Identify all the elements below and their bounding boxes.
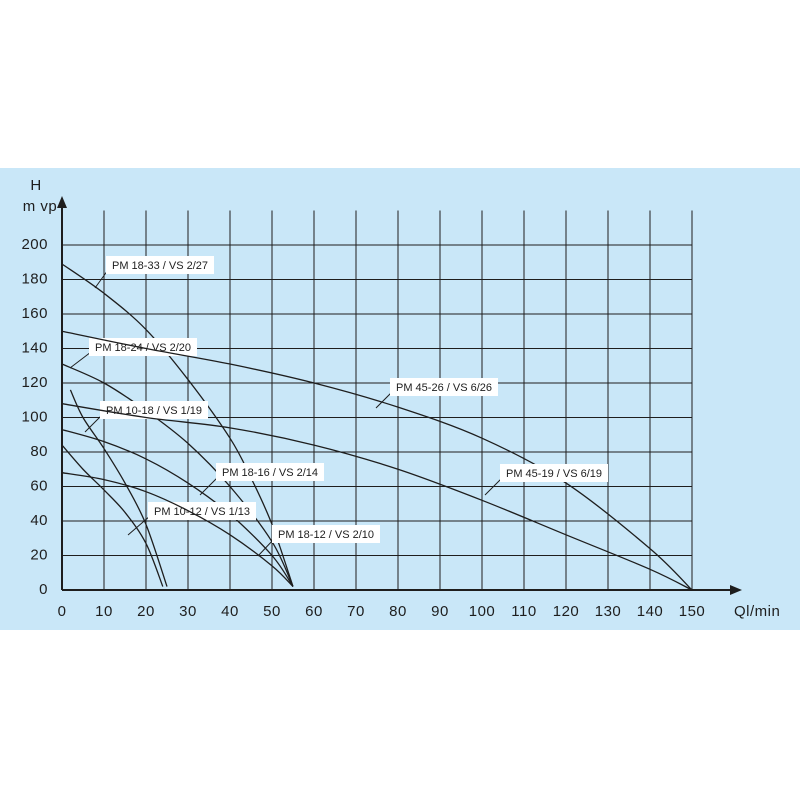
x-tick-label: 80 bbox=[389, 603, 407, 620]
label-leader bbox=[199, 476, 219, 496]
y-tick-label: 60 bbox=[30, 477, 48, 494]
label-leader bbox=[375, 391, 393, 409]
x-tick-label: 0 bbox=[58, 603, 67, 620]
label-leader bbox=[127, 515, 151, 536]
series-label: PM 18-12 / VS 2/10 bbox=[278, 529, 374, 541]
curve bbox=[61, 330, 693, 591]
y-tick-label: 40 bbox=[30, 512, 48, 529]
series-label: PM 10-12 / VS 1/13 bbox=[154, 506, 250, 518]
series-label: PM 18-16 / VS 2/14 bbox=[222, 467, 318, 479]
x-axis-arrow bbox=[730, 585, 742, 595]
x-tick-label: 60 bbox=[305, 603, 323, 620]
series-label: PM 45-19 / VS 6/19 bbox=[506, 468, 602, 480]
y-axis-label: H bbox=[30, 177, 41, 194]
x-tick-label: 110 bbox=[511, 603, 536, 620]
y-tick-label: 200 bbox=[21, 236, 48, 253]
y-tick-label: 0 bbox=[39, 581, 48, 598]
y-tick-label: 120 bbox=[21, 374, 48, 391]
y-tick-label: 160 bbox=[21, 305, 48, 322]
x-tick-label: 90 bbox=[431, 603, 449, 620]
curve bbox=[61, 444, 164, 587]
x-tick-label: 100 bbox=[469, 603, 496, 620]
label-box bbox=[390, 378, 498, 396]
x-tick-label: 30 bbox=[179, 603, 197, 620]
y-axis-unit: m vp bbox=[23, 198, 58, 215]
label-box bbox=[272, 525, 380, 543]
curve bbox=[61, 472, 294, 588]
x-tick-label: 40 bbox=[221, 603, 239, 620]
chart-background bbox=[0, 168, 800, 630]
curve bbox=[61, 403, 693, 591]
y-axis-arrow bbox=[57, 196, 67, 208]
y-tick-label: 180 bbox=[21, 270, 48, 287]
x-tick-label: 140 bbox=[637, 603, 664, 620]
x-tick-label: 150 bbox=[679, 603, 706, 620]
series-label: PM 45-26 / VS 6/26 bbox=[396, 382, 492, 394]
y-tick-label: 100 bbox=[21, 408, 48, 425]
label-leader bbox=[94, 269, 109, 289]
label-box bbox=[148, 502, 256, 520]
label-leader bbox=[257, 538, 275, 557]
label-box bbox=[500, 464, 608, 482]
label-leader bbox=[69, 351, 92, 369]
series-label: PM 18-33 / VS 2/27 bbox=[112, 260, 208, 272]
y-tick-label: 140 bbox=[21, 339, 48, 356]
x-tick-label: 120 bbox=[553, 603, 580, 620]
curve bbox=[69, 389, 168, 587]
label-box bbox=[106, 256, 214, 274]
label-leader bbox=[484, 477, 503, 496]
x-tick-label: 130 bbox=[595, 603, 622, 620]
series-label: PM 10-18 / VS 1/19 bbox=[106, 405, 202, 417]
x-tick-label: 10 bbox=[95, 603, 113, 620]
y-tick-label: 80 bbox=[30, 443, 48, 460]
label-box bbox=[216, 463, 324, 481]
label-leader bbox=[84, 414, 103, 433]
y-tick-label: 20 bbox=[30, 546, 48, 563]
curve bbox=[61, 428, 294, 587]
curve bbox=[61, 263, 294, 587]
x-tick-label: 50 bbox=[263, 603, 281, 620]
x-tick-label: 70 bbox=[347, 603, 365, 620]
x-axis-label: Ql/min bbox=[734, 603, 780, 620]
x-tick-label: 20 bbox=[137, 603, 155, 620]
